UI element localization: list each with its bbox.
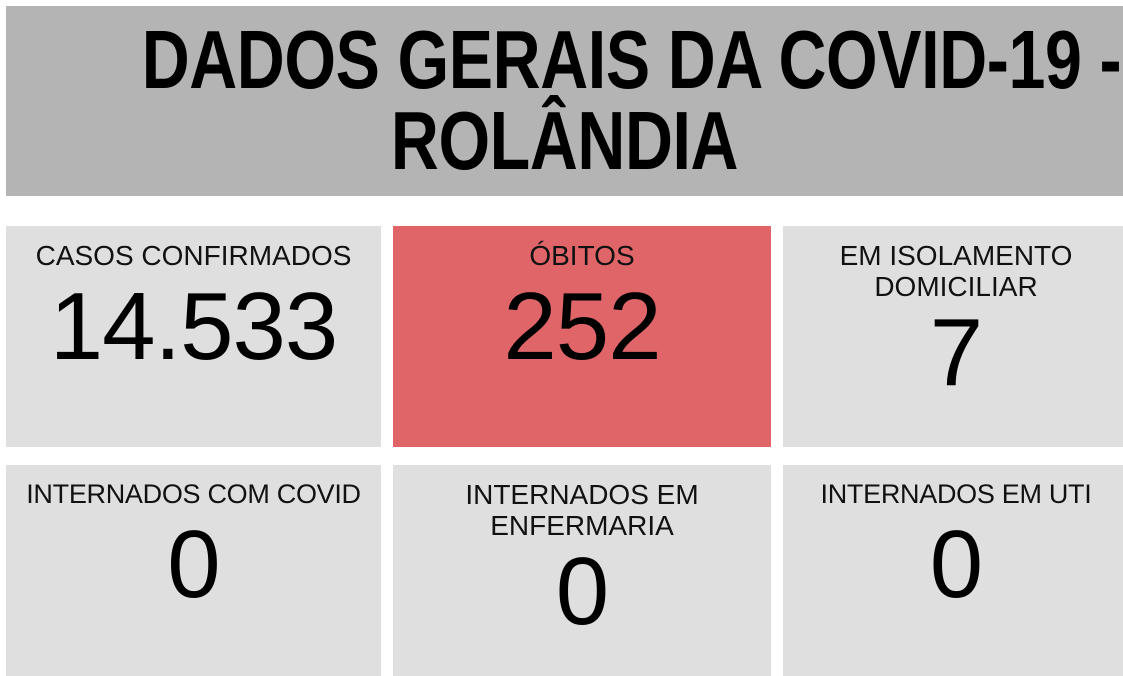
stat-card-label: INTERNADOS EM ENFERMARIA [459,479,704,542]
page-title-line-2: ROLÂNDIA [390,93,739,187]
stat-card-value: 252 [503,273,661,381]
stat-card-label: CASOS CONFIRMADOS [35,240,352,271]
stat-card-value: 0 [929,511,983,619]
stat-card-internados-com-covid: INTERNADOS COM COVID 0 [6,465,381,676]
stat-card-internados-em-uti: INTERNADOS EM UTI 0 [783,465,1123,676]
page-title: DADOS GERAIS DA COVID-19 - ROLÂNDIA [118,6,1122,187]
stat-card-internados-em-enfermaria: INTERNADOS EM ENFERMARIA 0 [393,465,771,676]
stat-card-label-line-1: INTERNADOS EM [465,479,699,510]
stat-card-label: INTERNADOS COM COVID [26,479,361,509]
stat-card-label: ÓBITOS [529,240,635,271]
stat-card-value: 0 [167,511,220,619]
stat-card-label-line-2: ENFERMARIA [490,510,674,542]
stat-card-value: 14.533 [49,273,339,381]
stat-card-row-bottom: INTERNADOS COM COVID 0 INTERNADOS EM ENF… [6,465,1123,676]
stat-card-value: 7 [929,298,983,406]
stat-card-label: EM ISOLAMENTO DOMICILIAR [834,240,1079,303]
page-title-line-1: DADOS GERAIS DA COVID-19 - [141,13,1122,106]
stat-card-label: INTERNADOS EM UTI [820,479,1092,509]
stat-card-label-line-1: EM ISOLAMENTO [839,240,1073,271]
stat-card-obitos: ÓBITOS 252 [393,226,771,447]
stat-card-row-top: CASOS CONFIRMADOS 14.533 ÓBITOS 252 EM I… [6,226,1123,447]
stat-cards-grid: CASOS CONFIRMADOS 14.533 ÓBITOS 252 EM I… [6,226,1123,676]
header-banner: DADOS GERAIS DA COVID-19 - ROLÂNDIA [6,6,1123,196]
stat-card-casos-confirmados: CASOS CONFIRMADOS 14.533 [6,226,381,447]
stat-card-em-isolamento-domiciliar: EM ISOLAMENTO DOMICILIAR 7 [783,226,1123,447]
stat-card-value: 0 [555,537,609,645]
stat-card-label-line-2: DOMICILIAR [874,271,1038,303]
